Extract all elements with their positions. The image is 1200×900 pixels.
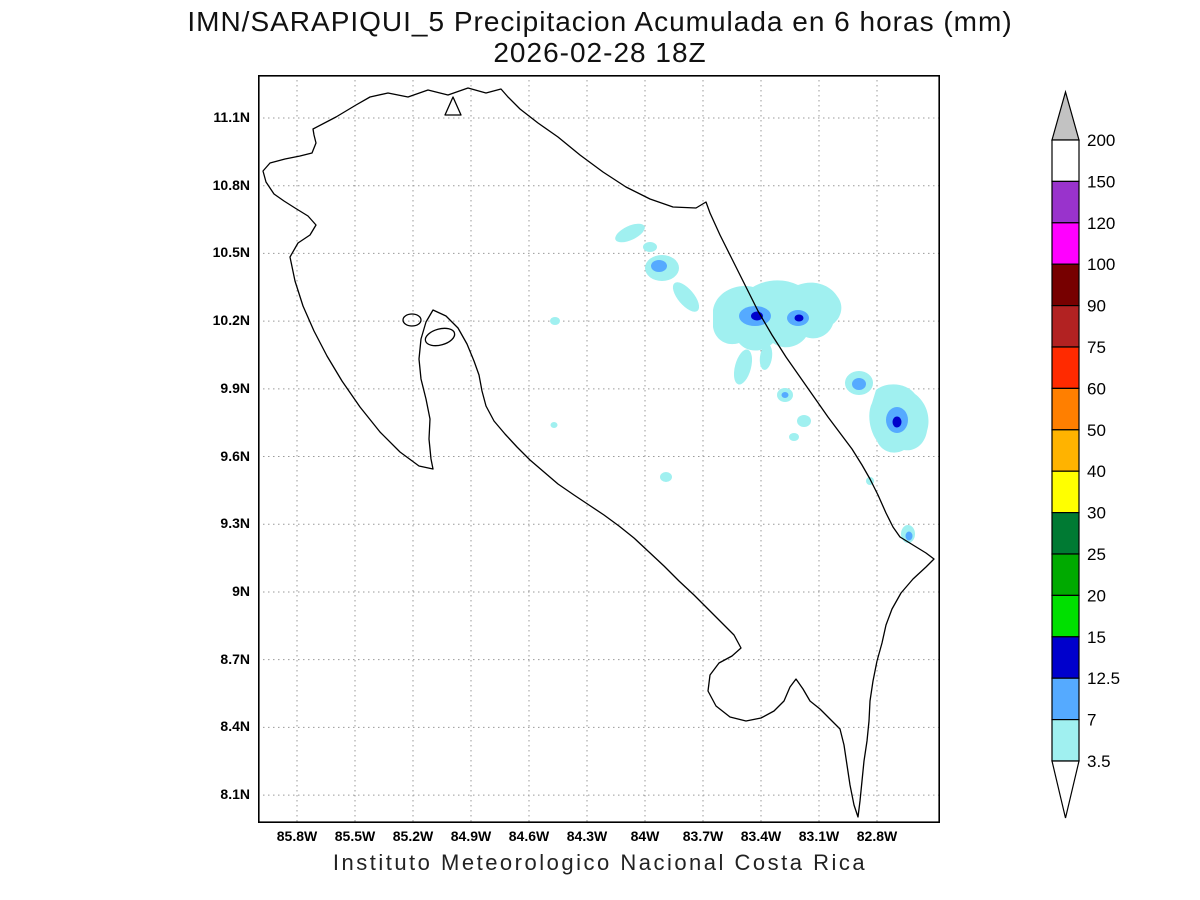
colorbar-segment (1051, 263, 1080, 307)
coastline-costa-rica (262, 87, 935, 818)
precip-area-medium (651, 260, 913, 541)
colorbar-level-label: 15 (1087, 628, 1106, 647)
colorbar-segment (1051, 305, 1080, 348)
colorbar-level-label: 75 (1087, 338, 1106, 357)
colorbar-segment (1051, 387, 1080, 431)
colorbar-segment (1051, 718, 1080, 762)
colorbar-level-label: 25 (1087, 545, 1106, 564)
chart-title: IMN/SARAPIQUI_5 Precipitacion Acumulada … (187, 6, 1013, 37)
colorbar-segment (1051, 512, 1080, 555)
lon-tick-label: 84.3W (566, 828, 608, 844)
colorbar-segment (1051, 636, 1080, 679)
colorbar-segment (1051, 180, 1080, 224)
colorbar-level-label: 100 (1087, 255, 1115, 274)
colorbar-level-label: 40 (1087, 462, 1106, 481)
lat-tick-label: 9.3N (220, 515, 250, 532)
lon-tick-label: 84.6W (508, 828, 550, 844)
lat-tick-label: 10.2N (212, 312, 250, 329)
colorbar-level-label: 12.5 (1087, 669, 1120, 688)
colorbar-level-label: 120 (1087, 214, 1115, 233)
lat-tick-label: 11.1N (213, 109, 250, 125)
lon-tick-label: 84.9W (450, 828, 492, 844)
colorbar-segment (1051, 139, 1080, 183)
lon-tick-label: 85.8W (276, 828, 318, 844)
lon-tick-label: 85.5W (334, 828, 376, 844)
colorbar-segment (1051, 594, 1080, 638)
lat-tick-label: 10.8N (212, 176, 250, 193)
colorbar-segment (1051, 677, 1080, 721)
lon-tick-label: 83.7W (682, 828, 724, 844)
lat-tick-label: 8.7N (220, 650, 250, 667)
colorbar-level-label: 90 (1087, 297, 1106, 316)
lon-tick-label: 85.2W (392, 828, 434, 844)
colorbar-cap-below (1051, 760, 1080, 819)
colorbar-level-label: 30 (1087, 504, 1106, 523)
lat-tick-label: 9.6N (220, 447, 250, 464)
colorbar-level-label: 150 (1087, 172, 1115, 191)
lon-tick-label: 84W (630, 828, 660, 844)
footer-attribution: Instituto Meteorologico Nacional Costa R… (332, 850, 868, 875)
lon-tick-label: 83.4W (740, 828, 782, 844)
precip-area-light (550, 223, 929, 543)
colorbar-level-label: 60 (1087, 379, 1106, 398)
colorbar-cap-above (1051, 89, 1080, 141)
colorbar-segment (1051, 222, 1080, 265)
colorbar-segment (1051, 429, 1080, 472)
colorbar-level-label: 200 (1087, 131, 1115, 150)
lat-tick-label: 8.4N (220, 718, 250, 735)
colorbar-level-label: 50 (1087, 421, 1106, 440)
colorbar: 200 150 120 100 90 75 60 50 40 30 25 20 15 12.5 7 3.5 (1051, 89, 1120, 819)
colorbar-segment (1051, 553, 1080, 597)
lat-tick-label: 9.9N (220, 379, 250, 396)
colorbar-segment (1051, 470, 1080, 514)
colorbar-level-label: 3.5 (1087, 752, 1111, 771)
grid-lines (258, 75, 940, 823)
colorbar-level-label: 7 (1087, 711, 1096, 730)
gulf-island-outline-2 (402, 313, 422, 327)
map-frame (258, 75, 940, 823)
colorbar-level-label: 20 (1087, 586, 1106, 605)
lon-tick-label: 83.1W (798, 828, 840, 844)
lon-tick-label: 82.8W (856, 828, 898, 844)
lake-island-outline (444, 96, 462, 116)
lat-tick-label: 9N (232, 582, 250, 599)
chart-subtitle-datetime: 2026-02-28 18Z (493, 37, 707, 68)
lat-tick-label: 10.5N (212, 244, 250, 261)
colorbar-segment (1051, 346, 1080, 390)
lat-tick-label: 8.1N (220, 786, 250, 803)
gulf-island-outline (424, 327, 456, 347)
map-canvas (258, 75, 940, 823)
